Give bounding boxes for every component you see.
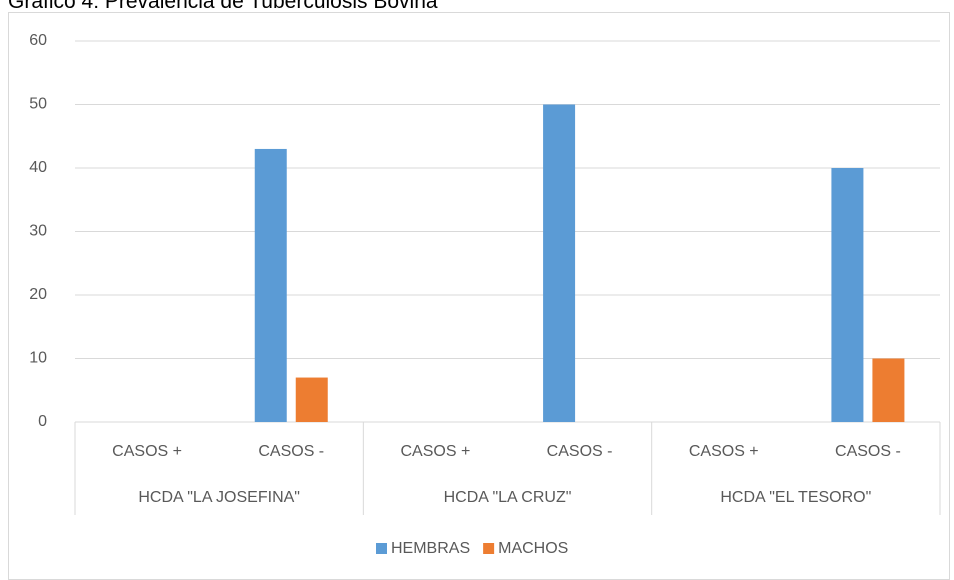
legend-swatch bbox=[483, 543, 495, 554]
bar bbox=[543, 104, 576, 422]
bar bbox=[872, 358, 905, 422]
bar bbox=[295, 377, 328, 422]
y-tick-label: 40 bbox=[29, 159, 47, 176]
y-tick-label: 50 bbox=[29, 96, 47, 113]
x-tick-label: CASOS + bbox=[401, 443, 471, 460]
y-tick-label: 60 bbox=[29, 32, 47, 49]
x-tick-label: CASOS - bbox=[258, 443, 324, 460]
y-tick-label: 0 bbox=[38, 413, 47, 430]
group-label: HCDA "EL TESORO" bbox=[720, 489, 871, 506]
y-tick-label: 10 bbox=[29, 350, 47, 367]
group-label: HCDA "LA CRUZ" bbox=[444, 489, 572, 506]
chart-title: Gráfico 4: Prevalencia de Tuberculosis B… bbox=[8, 0, 438, 13]
y-tick-label: 30 bbox=[29, 223, 47, 240]
x-tick-label: CASOS + bbox=[689, 443, 759, 460]
chart-frame bbox=[8, 12, 950, 580]
legend-swatch bbox=[376, 543, 387, 554]
group-label: HCDA "LA JOSEFINA" bbox=[138, 489, 300, 506]
y-tick-label: 20 bbox=[29, 286, 47, 303]
x-tick-label: CASOS - bbox=[547, 443, 613, 460]
legend-label: MACHOS bbox=[498, 540, 568, 557]
x-tick-label: CASOS - bbox=[835, 443, 901, 460]
x-tick-label: CASOS + bbox=[112, 443, 182, 460]
bar bbox=[831, 168, 864, 422]
bar bbox=[254, 148, 287, 422]
legend-label: HEMBRAS bbox=[391, 540, 470, 557]
